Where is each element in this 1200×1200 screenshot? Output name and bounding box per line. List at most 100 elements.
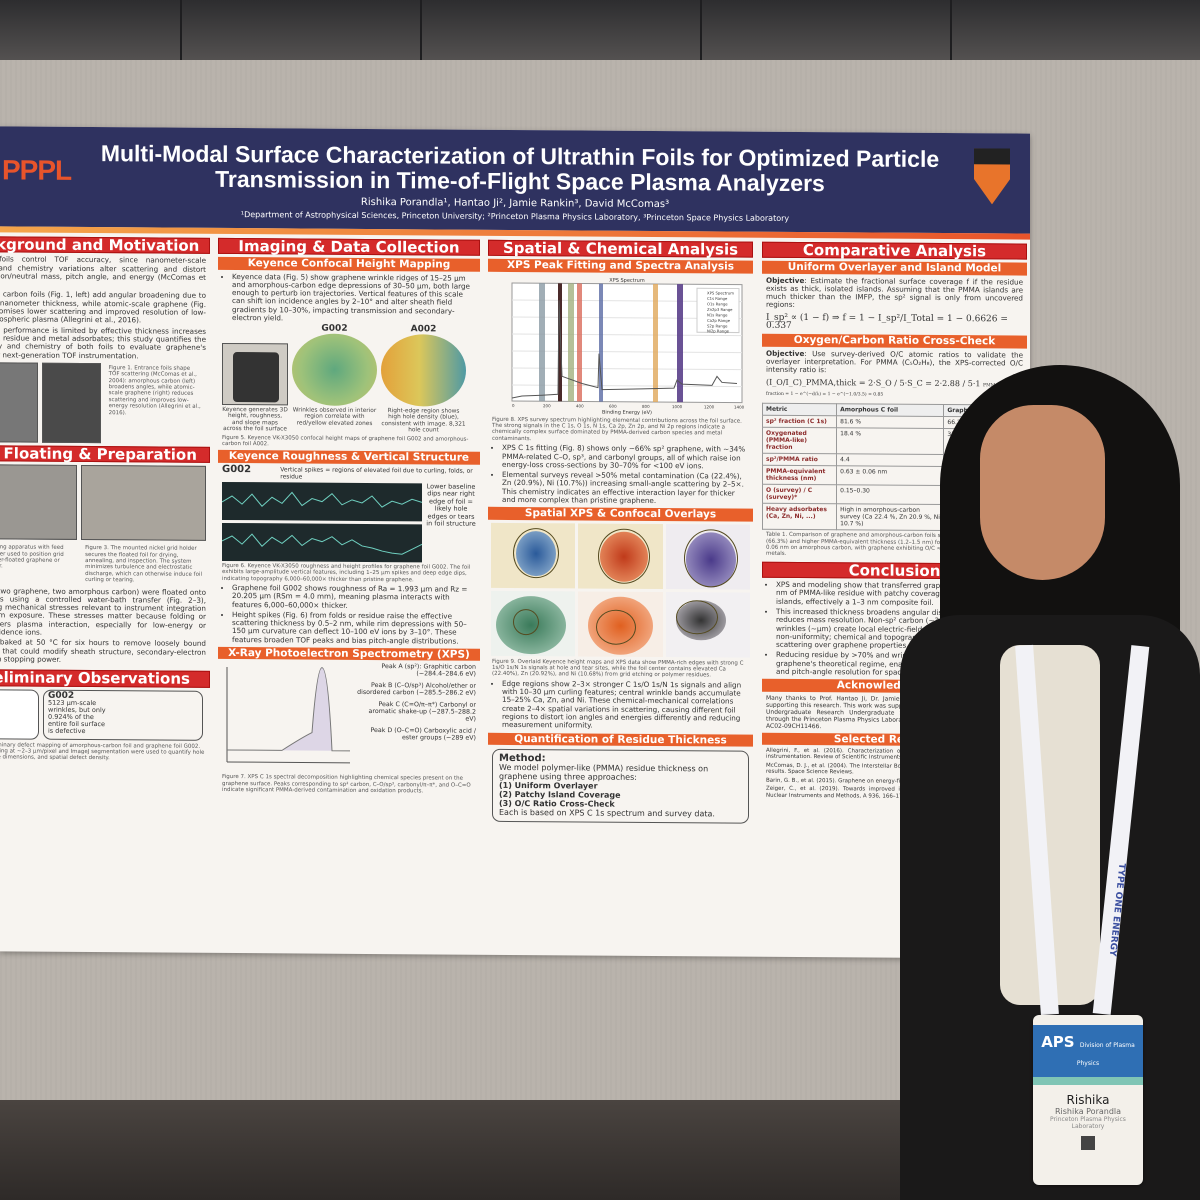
section-floating: Foil Floating & Preparation bbox=[0, 444, 210, 464]
peak-c-label: Peak C (C=O/π–π*) Carbonyl or aromatic s… bbox=[368, 701, 476, 724]
xps-bullet: Elemental surveys reveal >50% metal cont… bbox=[502, 470, 749, 506]
poster-header: PPPL Multi-Modal Surface Characterizatio… bbox=[0, 126, 1030, 234]
svg-text:N1s Range: N1s Range bbox=[707, 312, 728, 317]
poster-title: Multi-Modal Surface Characterization of … bbox=[100, 140, 940, 197]
ni2p-map bbox=[491, 590, 576, 657]
o1s-map bbox=[578, 523, 663, 589]
figure-1-caption: Figure 1. Entrance foils shape TOF scatt… bbox=[108, 365, 201, 416]
background-text: Amorphous carbon foils (Fig. 1, left) ad… bbox=[0, 289, 206, 325]
overlay-bullet: Edge regions show 2–3× stronger C 1s/O 1… bbox=[502, 679, 749, 732]
column-3: Spatial & Chemical Analysis XPS Peak Fit… bbox=[488, 239, 753, 828]
amorphous-foil-image bbox=[0, 361, 38, 443]
pppl-logo: PPPL bbox=[2, 154, 72, 186]
roughness-profile-1 bbox=[222, 481, 422, 522]
presenter-face bbox=[980, 405, 1105, 580]
g002-observation: G002 5123 µm-scale wrinkles, but only 0.… bbox=[43, 689, 203, 741]
xps-survey-chart: XPS Spectrum Binding Energy (eV) 0 200 400… bbox=[492, 274, 749, 416]
floating-text: Foils were baked at 50 °C for six hours … bbox=[0, 637, 206, 664]
name-badge: APS Division of Plasma Physics Rishika R… bbox=[1033, 1015, 1143, 1185]
svg-text:Ni2p Range: Ni2p Range bbox=[707, 328, 730, 333]
column-2: Imaging & Data Collection Keyence Confoc… bbox=[218, 237, 480, 797]
svg-text:C1s Range: C1s Range bbox=[707, 295, 728, 300]
section-imaging: Imaging & Data Collection bbox=[218, 237, 480, 257]
roughness-note-top: Vertical spikes = regions of elevated fo… bbox=[280, 466, 473, 481]
figure-7-caption: Figure 7. XPS C 1s spectral decompositio… bbox=[222, 774, 471, 795]
subsection-overlays: Spatial XPS & Confocal Overlays bbox=[488, 507, 753, 522]
subsection-keyence-height: Keyence Confocal Height Mapping bbox=[218, 257, 480, 272]
svg-text:400: 400 bbox=[576, 403, 584, 408]
map-label-g002: G002 bbox=[321, 324, 348, 335]
badge-first-name: Rishika bbox=[1066, 1093, 1110, 1107]
roughness-bullet: Height spikes (Fig. 6) from folds or res… bbox=[232, 610, 476, 646]
xps-overlay-maps bbox=[491, 522, 750, 658]
roughness-note-right: Lower baseline dips near right edge of f… bbox=[426, 482, 476, 529]
figure-4-caption: Figure 4. Preliminary defect mapping of … bbox=[0, 741, 205, 762]
c1s-peak-chart bbox=[226, 667, 350, 764]
method-outro: Each is based on XPS C 1s spectrum and s… bbox=[499, 807, 715, 819]
section-preliminary: Preliminary Observations bbox=[0, 668, 210, 688]
method-box: Method: We model polymer-like (PMMA) res… bbox=[492, 748, 749, 824]
subsection-island-model: Uniform Overlayer and Island Model bbox=[762, 261, 1027, 276]
section-comparative: Comparative Analysis bbox=[762, 241, 1027, 260]
nickel-grid-holder-image bbox=[81, 465, 206, 541]
figure-3-caption: Figure 3. The mounted nickel grid holder… bbox=[85, 545, 202, 584]
badge-org: APS Division of Plasma Physics bbox=[1033, 1025, 1143, 1077]
section-spatial-chemical: Spatial & Chemical Analysis bbox=[488, 239, 753, 259]
g002-height-map bbox=[292, 333, 377, 406]
svg-text:200: 200 bbox=[543, 403, 551, 408]
princeton-shield-icon bbox=[974, 148, 1010, 204]
svg-text:O1s Range: O1s Range bbox=[707, 301, 728, 306]
floating-text: Four foils (two graphene, two amorphous … bbox=[0, 585, 206, 637]
research-poster: PPPL Multi-Modal Surface Characterizatio… bbox=[0, 126, 1030, 959]
keyence-microscope-image bbox=[222, 342, 288, 406]
figure-9-caption: Figure 9. Overlaid Keyence height maps a… bbox=[492, 658, 744, 679]
badge-stripe bbox=[1033, 1077, 1143, 1085]
roughness-profile-2 bbox=[222, 522, 422, 563]
svg-text:800: 800 bbox=[642, 403, 650, 408]
keyence-bullet: Keyence data (Fig. 5) show graphene wrin… bbox=[232, 272, 476, 324]
a002-height-map bbox=[381, 333, 466, 407]
roughness-label: G002 bbox=[222, 463, 252, 475]
background-text: Entrance foils control TOF accuracy, sin… bbox=[0, 254, 206, 282]
graphene-foil-image bbox=[41, 362, 101, 443]
n1s-map bbox=[665, 523, 750, 590]
background-text: Graphene's performance is limited by eff… bbox=[0, 325, 206, 360]
island-objective: : Estimate the fractional surface covera… bbox=[766, 275, 1023, 310]
note-microscope: Keyence generates 3D height, roughness, … bbox=[222, 406, 288, 433]
badge-full-name: Rishika Porandla bbox=[1054, 1107, 1122, 1116]
island-formula: I_sp² ∝ (1 − f) ⇒ f = 1 − I_sp²/I_Total … bbox=[766, 312, 1008, 332]
svg-text:600: 600 bbox=[609, 403, 617, 408]
map-label-a002: A002 bbox=[410, 324, 437, 335]
svg-text:1200: 1200 bbox=[704, 404, 715, 409]
table-header: Metric bbox=[762, 403, 837, 416]
svg-text:Binding Energy (eV): Binding Energy (eV) bbox=[602, 409, 652, 415]
method-intro: We model polymer-like (PMMA) residue thi… bbox=[499, 762, 709, 782]
note-a002: Right-edge region shows high hole densit… bbox=[381, 407, 466, 434]
svg-text:XPS Spectrum: XPS Spectrum bbox=[609, 277, 645, 283]
subsection-residue: Quantification of Residue Thickness bbox=[488, 732, 753, 747]
xps-bullet: XPS C 1s fitting (Fig. 8) shows only ~66… bbox=[502, 443, 749, 471]
floating-apparatus-image bbox=[0, 464, 77, 541]
peak-a-label: Peak A (sp²): Graphitic carbon (~284.4–2… bbox=[381, 663, 476, 679]
column-1: Background and Motivation Entrance foils… bbox=[0, 235, 210, 765]
presenter: TYPE ONE ENERGY APS Division of Plasma P… bbox=[900, 365, 1200, 1200]
svg-text:S2p Range: S2p Range bbox=[707, 323, 728, 328]
svg-text:Ca2p Range: Ca2p Range bbox=[707, 317, 731, 322]
svg-text:XPS Spectrum: XPS Spectrum bbox=[707, 290, 734, 295]
zn2p-map bbox=[665, 591, 750, 658]
svg-text:1400: 1400 bbox=[734, 404, 745, 409]
peak-b-label: Peak B (C–O/sp³) Alcohol/ether or disord… bbox=[357, 682, 476, 698]
badge-qr-code bbox=[1081, 1136, 1095, 1150]
c1s-map bbox=[491, 522, 576, 589]
note-g002: Wrinkles observed in interior region cor… bbox=[292, 407, 377, 427]
defect-map-amorphous bbox=[0, 688, 39, 740]
ceiling bbox=[0, 0, 1200, 70]
svg-text:0: 0 bbox=[512, 403, 515, 408]
ca2p-map bbox=[578, 591, 663, 657]
figure-8-caption: Figure 8. XPS survey spectrum highlighti… bbox=[492, 416, 742, 442]
subsection-oc-ratio: Oxygen/Carbon Ratio Cross-Check bbox=[762, 334, 1027, 349]
subsection-xps: X-Ray Photoelectron Spectrometry (XPS) bbox=[218, 647, 480, 662]
section-background: Background and Motivation bbox=[0, 235, 210, 255]
figure-5-caption: Figure 5. Keyence VK-X3050 confocal heig… bbox=[222, 434, 469, 448]
roughness-bullet: Graphene foil G002 shows roughness of Ra… bbox=[232, 583, 476, 611]
